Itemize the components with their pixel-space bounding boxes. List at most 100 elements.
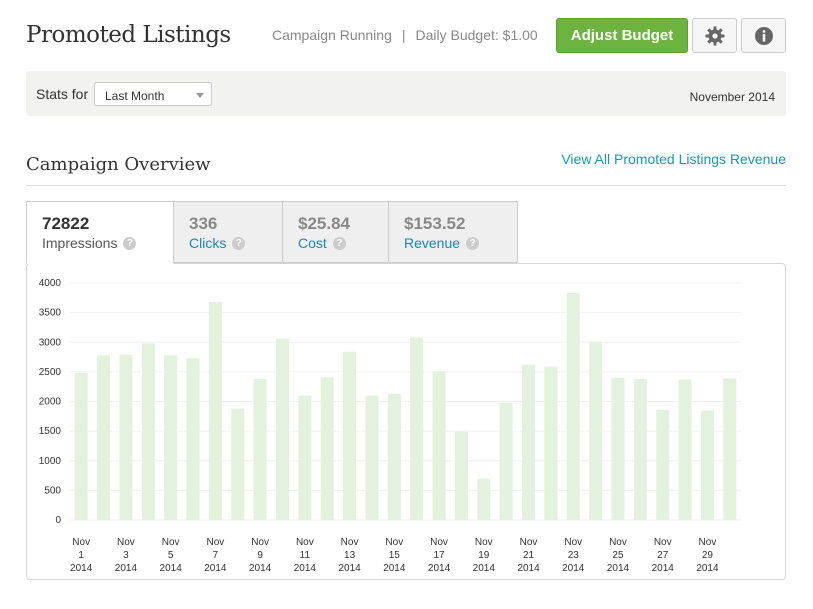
info-icon [754, 26, 773, 45]
tab-label-text: Impressions [42, 235, 118, 251]
adjust-budget-button[interactable]: Adjust Budget [556, 18, 688, 53]
chart-bar [365, 395, 379, 520]
y-tick-label: 2000 [39, 397, 62, 408]
x-tick-label: 2014 [338, 563, 361, 574]
x-tick-label: 17 [433, 550, 445, 561]
help-icon[interactable]: ? [466, 236, 480, 250]
x-tick-label: Nov [520, 537, 538, 548]
x-tick-label: 7 [213, 550, 219, 561]
campaign-status: Campaign Running | Daily Budget: $1.00 [272, 27, 538, 43]
x-tick-label: Nov [609, 537, 627, 548]
x-tick-label: Nov [564, 537, 582, 548]
x-tick-label: 2014 [70, 563, 93, 574]
x-tick-label: Nov [341, 537, 359, 548]
y-tick-label: 2500 [39, 367, 62, 378]
tab-value: 72822 [42, 214, 90, 233]
x-tick-label: 2014 [517, 563, 540, 574]
daily-budget-text: Daily Budget: $1.00 [415, 27, 538, 43]
x-tick-label: 13 [344, 550, 356, 561]
chart-bar [454, 431, 468, 520]
x-tick-label: Nov [72, 537, 90, 548]
y-tick-label: 1500 [39, 426, 62, 437]
view-revenue-link[interactable]: View All Promoted Listings Revenue [561, 151, 786, 167]
x-tick-label: 2014 [428, 563, 451, 574]
tab-label: Cost? [298, 235, 346, 251]
x-tick-label: 29 [702, 550, 714, 561]
y-tick-label: 3000 [39, 337, 62, 348]
y-tick-label: 500 [44, 485, 61, 496]
x-tick-label: Nov [206, 537, 224, 548]
chart-bar [522, 364, 536, 520]
tab-impressions[interactable]: 72822 Impressions? [26, 201, 174, 264]
chart-bar [544, 366, 558, 520]
y-tick-label: 4000 [39, 278, 62, 289]
chart-bar [97, 355, 111, 520]
tab-value: $25.84 [298, 214, 350, 233]
x-tick-label: 2014 [562, 563, 585, 574]
chart-bar [656, 409, 670, 520]
help-icon[interactable]: ? [332, 236, 346, 250]
x-tick-label: 2014 [115, 563, 138, 574]
chart-bar [387, 393, 401, 520]
x-tick-label: Nov [699, 537, 717, 548]
chart-bar [589, 341, 603, 520]
tab-label: Clicks? [189, 235, 246, 251]
x-tick-label: 3 [123, 550, 129, 561]
status-separator: | [401, 27, 406, 43]
gear-icon [705, 26, 724, 45]
x-tick-label: 19 [478, 550, 490, 561]
chart-bar [119, 354, 133, 520]
stats-for-label: Stats for [36, 86, 89, 102]
tab-label-text: Clicks [189, 235, 227, 251]
chart-bar [499, 402, 513, 520]
chart-bar [678, 379, 692, 520]
x-tick-label: 11 [300, 550, 311, 561]
chart-bar [141, 343, 155, 520]
month-label: November 2014 [689, 90, 775, 104]
x-tick-label: 5 [168, 550, 174, 561]
info-button[interactable] [741, 18, 786, 53]
chart-bar [164, 355, 178, 520]
x-tick-label: 21 [523, 550, 535, 561]
chart-container: 0 500 1000 1500 2000 2500 3000 3500 4000 Nov 1 2014… [26, 263, 786, 580]
chart-bar [432, 371, 446, 520]
x-tick-label: 2014 [607, 563, 630, 574]
tab-value: 336 [189, 214, 218, 233]
y-tick-label: 1000 [39, 456, 62, 467]
x-tick-label: 2014 [160, 563, 183, 574]
section-title: Campaign Overview [26, 154, 211, 175]
settings-button[interactable] [692, 18, 737, 53]
chart-bar [700, 410, 714, 520]
page-title: Promoted Listings [26, 22, 231, 48]
chart-bar [253, 378, 267, 520]
tab-clicks[interactable]: 336 Clicks? [173, 201, 283, 263]
x-tick-label: Nov [117, 537, 135, 548]
chart-bar [74, 373, 88, 520]
chart-bar [633, 378, 647, 520]
campaign-status-text: Campaign Running [272, 27, 392, 43]
x-tick-label: 2014 [294, 563, 317, 574]
chart-bar [723, 378, 737, 520]
chart-bar [343, 351, 357, 520]
chart-bar [410, 337, 424, 520]
tab-label: Impressions? [42, 235, 137, 251]
chart-bar [566, 293, 580, 520]
y-tick-label: 0 [55, 515, 61, 526]
period-select[interactable]: Last Month [94, 82, 212, 106]
chart-bar [320, 377, 334, 520]
x-tick-label: Nov [385, 537, 403, 548]
tab-cost[interactable]: $25.84 Cost? [282, 201, 389, 263]
tab-label: Revenue? [404, 235, 480, 251]
x-tick-label: 23 [568, 550, 580, 561]
help-icon[interactable]: ? [123, 236, 137, 250]
x-tick-label: 25 [612, 550, 624, 561]
help-icon[interactable]: ? [232, 236, 246, 250]
y-tick-label: 3500 [39, 308, 62, 319]
chart-bar [186, 358, 200, 520]
x-tick-label: 15 [389, 550, 401, 561]
stats-bar: Stats for Last Month November 2014 [26, 71, 786, 116]
x-tick-label: Nov [430, 537, 448, 548]
tab-revenue[interactable]: $153.52 Revenue? [388, 201, 518, 263]
x-tick-label: 1 [78, 550, 84, 561]
x-tick-label: Nov [162, 537, 180, 548]
